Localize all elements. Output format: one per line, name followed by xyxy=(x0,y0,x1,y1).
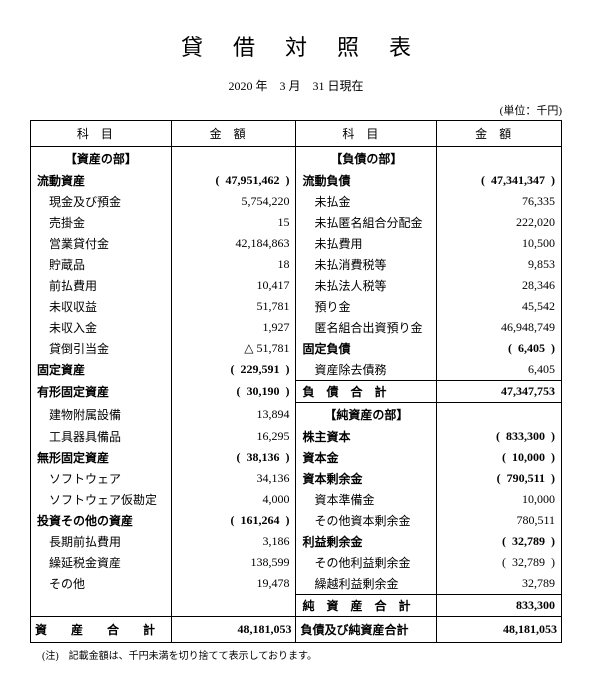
row-label: 有形固定資産 xyxy=(31,381,172,403)
row-amount: 45,542 xyxy=(437,296,562,317)
unit-label: (単位：千円) xyxy=(30,102,562,118)
row-label: 資産除去債務 xyxy=(296,359,437,381)
row-label: 未払費用 xyxy=(296,233,437,254)
row-label: 資本準備金 xyxy=(296,489,437,510)
row-label: 繰越利益剰余金 xyxy=(296,573,437,595)
row-amount: 5,754,220 xyxy=(171,191,296,212)
row-amount: 780,511 xyxy=(437,510,562,531)
assets-total-amount: 48,181,053 xyxy=(171,617,296,643)
row-amount: (32,789) xyxy=(437,531,562,552)
liab-total-amount: 47,347,753 xyxy=(437,381,562,403)
row-label: ソフトウェア仮勘定 xyxy=(31,489,172,510)
row-amount: 16,295 xyxy=(171,426,296,447)
row-label xyxy=(31,595,172,617)
row-label: 固定資産 xyxy=(31,359,172,381)
row-label: 未払金 xyxy=(296,191,437,212)
row-amount: (790,511) xyxy=(437,468,562,489)
liab-total-label: 負 債 合 計 xyxy=(296,381,437,403)
row-amount: 6,405 xyxy=(437,359,562,381)
header-item-right: 科目 xyxy=(296,121,437,147)
footnote: (注) 記載金額は、千円未満を切り捨てて表示しております。 xyxy=(30,647,562,662)
row-amount: 19,478 xyxy=(171,573,296,595)
row-amount: 10,500 xyxy=(437,233,562,254)
grand-total-label: 負債及び純資産合計 xyxy=(296,617,437,643)
row-label: 投資その他の資産 xyxy=(31,510,172,531)
row-label: ソフトウェア xyxy=(31,468,172,489)
liab-section: 【負債の部】 xyxy=(296,147,437,171)
row-label: 工具器具備品 xyxy=(31,426,172,447)
header-amount-right: 金額 xyxy=(437,121,562,147)
row-amount: (30,190) xyxy=(171,381,296,403)
row-amount: (47,341,347) xyxy=(437,170,562,191)
row-amount: (10,000) xyxy=(437,447,562,468)
equity-section: 【純資産の部】 xyxy=(296,403,437,427)
row-amount: 42,184,863 xyxy=(171,233,296,254)
row-amount: 13,894 xyxy=(171,403,296,427)
row-amount: (833,300) xyxy=(437,426,562,447)
row-label: 匿名組合出資預り金 xyxy=(296,317,437,338)
header-amount-left: 金額 xyxy=(171,121,296,147)
row-label: 株主資本 xyxy=(296,426,437,447)
row-label: 長期前払費用 xyxy=(31,531,172,552)
row-amount: (229,591) xyxy=(171,359,296,381)
row-label: 未払匿名組合分配金 xyxy=(296,212,437,233)
row-label: 無形固定資産 xyxy=(31,447,172,468)
row-amount: 138,599 xyxy=(171,552,296,573)
as-of-date: 2020 年 3 月 31 日現在 xyxy=(30,77,562,94)
row-amount: 28,346 xyxy=(437,275,562,296)
net-total-label: 純 資 産 合 計 xyxy=(296,595,437,617)
row-amount: 9,853 xyxy=(437,254,562,275)
row-amount: 15 xyxy=(171,212,296,233)
row-amount xyxy=(171,595,296,617)
grand-total-amount: 48,181,053 xyxy=(437,617,562,643)
row-amount: 222,020 xyxy=(437,212,562,233)
row-label: 未払法人税等 xyxy=(296,275,437,296)
row-label: 建物附属設備 xyxy=(31,403,172,427)
row-label: 営業貸付金 xyxy=(31,233,172,254)
row-label: 未収入金 xyxy=(31,317,172,338)
row-amount: 34,136 xyxy=(171,468,296,489)
row-label: 資本金 xyxy=(296,447,437,468)
row-amount: 10,000 xyxy=(437,489,562,510)
row-label: 繰延税金資産 xyxy=(31,552,172,573)
row-amount: (32,789) xyxy=(437,552,562,573)
row-label: 流動負債 xyxy=(296,170,437,191)
page-title: 貸借対照表 xyxy=(60,30,562,62)
row-amount: (161,264) xyxy=(171,510,296,531)
row-label: 売掛金 xyxy=(31,212,172,233)
assets-section: 【資産の部】 xyxy=(31,147,172,171)
row-amount: (47,951,462) xyxy=(171,170,296,191)
assets-total-label: 資 産 合 計 xyxy=(31,617,172,643)
row-label: 未収収益 xyxy=(31,296,172,317)
row-label: 貯蔵品 xyxy=(31,254,172,275)
row-label: 現金及び預金 xyxy=(31,191,172,212)
row-label: 固定負債 xyxy=(296,338,437,359)
row-amount: 18 xyxy=(171,254,296,275)
row-amount: △ 51,781 xyxy=(171,338,296,359)
header-item-left: 科目 xyxy=(31,121,172,147)
row-label: 未払消費税等 xyxy=(296,254,437,275)
row-label: 利益剰余金 xyxy=(296,531,437,552)
row-amount: (38,136) xyxy=(171,447,296,468)
row-label: 流動資産 xyxy=(31,170,172,191)
balance-sheet-table: 科目 金額 科目 金額 【資産の部】 【負債の部】 流動資産(47,951,46… xyxy=(30,120,562,643)
row-amount: 3,186 xyxy=(171,531,296,552)
row-label: その他資本剰余金 xyxy=(296,510,437,531)
net-total-amount: 833,300 xyxy=(437,595,562,617)
row-amount: 46,948,749 xyxy=(437,317,562,338)
row-amount: 1,927 xyxy=(171,317,296,338)
row-amount: 76,335 xyxy=(437,191,562,212)
row-label: その他 xyxy=(31,573,172,595)
row-label: 預り金 xyxy=(296,296,437,317)
row-amount: (6,405) xyxy=(437,338,562,359)
row-label: その他利益剰余金 xyxy=(296,552,437,573)
row-label: 前払費用 xyxy=(31,275,172,296)
row-amount: 4,000 xyxy=(171,489,296,510)
row-amount: 32,789 xyxy=(437,573,562,595)
row-label: 資本剰余金 xyxy=(296,468,437,489)
row-label: 貸倒引当金 xyxy=(31,338,172,359)
row-amount: 10,417 xyxy=(171,275,296,296)
row-amount: 51,781 xyxy=(171,296,296,317)
